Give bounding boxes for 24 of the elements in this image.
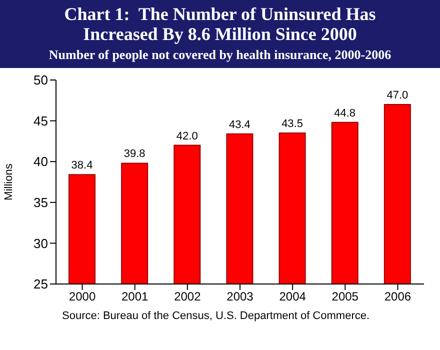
x-tick-label: 2001 [122, 290, 149, 304]
y-tick-label: 35 [34, 195, 48, 210]
chart-subtitle: Number of people not covered by health insurance, 2000-2006 [48, 46, 392, 63]
data-label: 47.0 [386, 89, 408, 102]
y-axis-title: Millions [2, 163, 15, 200]
x-tick-label: 2000 [68, 290, 96, 304]
chart-title: Chart 1: The Number of Uninsured Has Increased By 8.6 Million Since 2000 [63, 4, 377, 44]
y-tick-label: 25 [34, 276, 48, 292]
x-tick-label: 2006 [384, 290, 412, 304]
data-label: 38.4 [71, 160, 93, 172]
x-tick-label: 2003 [226, 290, 254, 304]
source-note: Source: Bureau of the Census, U.S. Department of Commerce. [61, 310, 371, 322]
y-tick-label: 30 [34, 236, 48, 251]
data-label: 42.0 [176, 130, 198, 142]
data-label: 44.8 [334, 107, 356, 120]
x-tick-label: 2004 [279, 290, 306, 304]
y-tick-label: 40 [34, 154, 48, 170]
y-tick-label: 50 [34, 72, 48, 88]
data-label: 39.8 [124, 148, 146, 160]
data-label: 43.4 [229, 118, 250, 131]
x-tick-label: 2002 [174, 290, 202, 304]
x-tick-label: 2005 [332, 290, 359, 304]
data-label: 43.5 [282, 118, 303, 130]
y-tick-label: 45 [34, 113, 48, 128]
